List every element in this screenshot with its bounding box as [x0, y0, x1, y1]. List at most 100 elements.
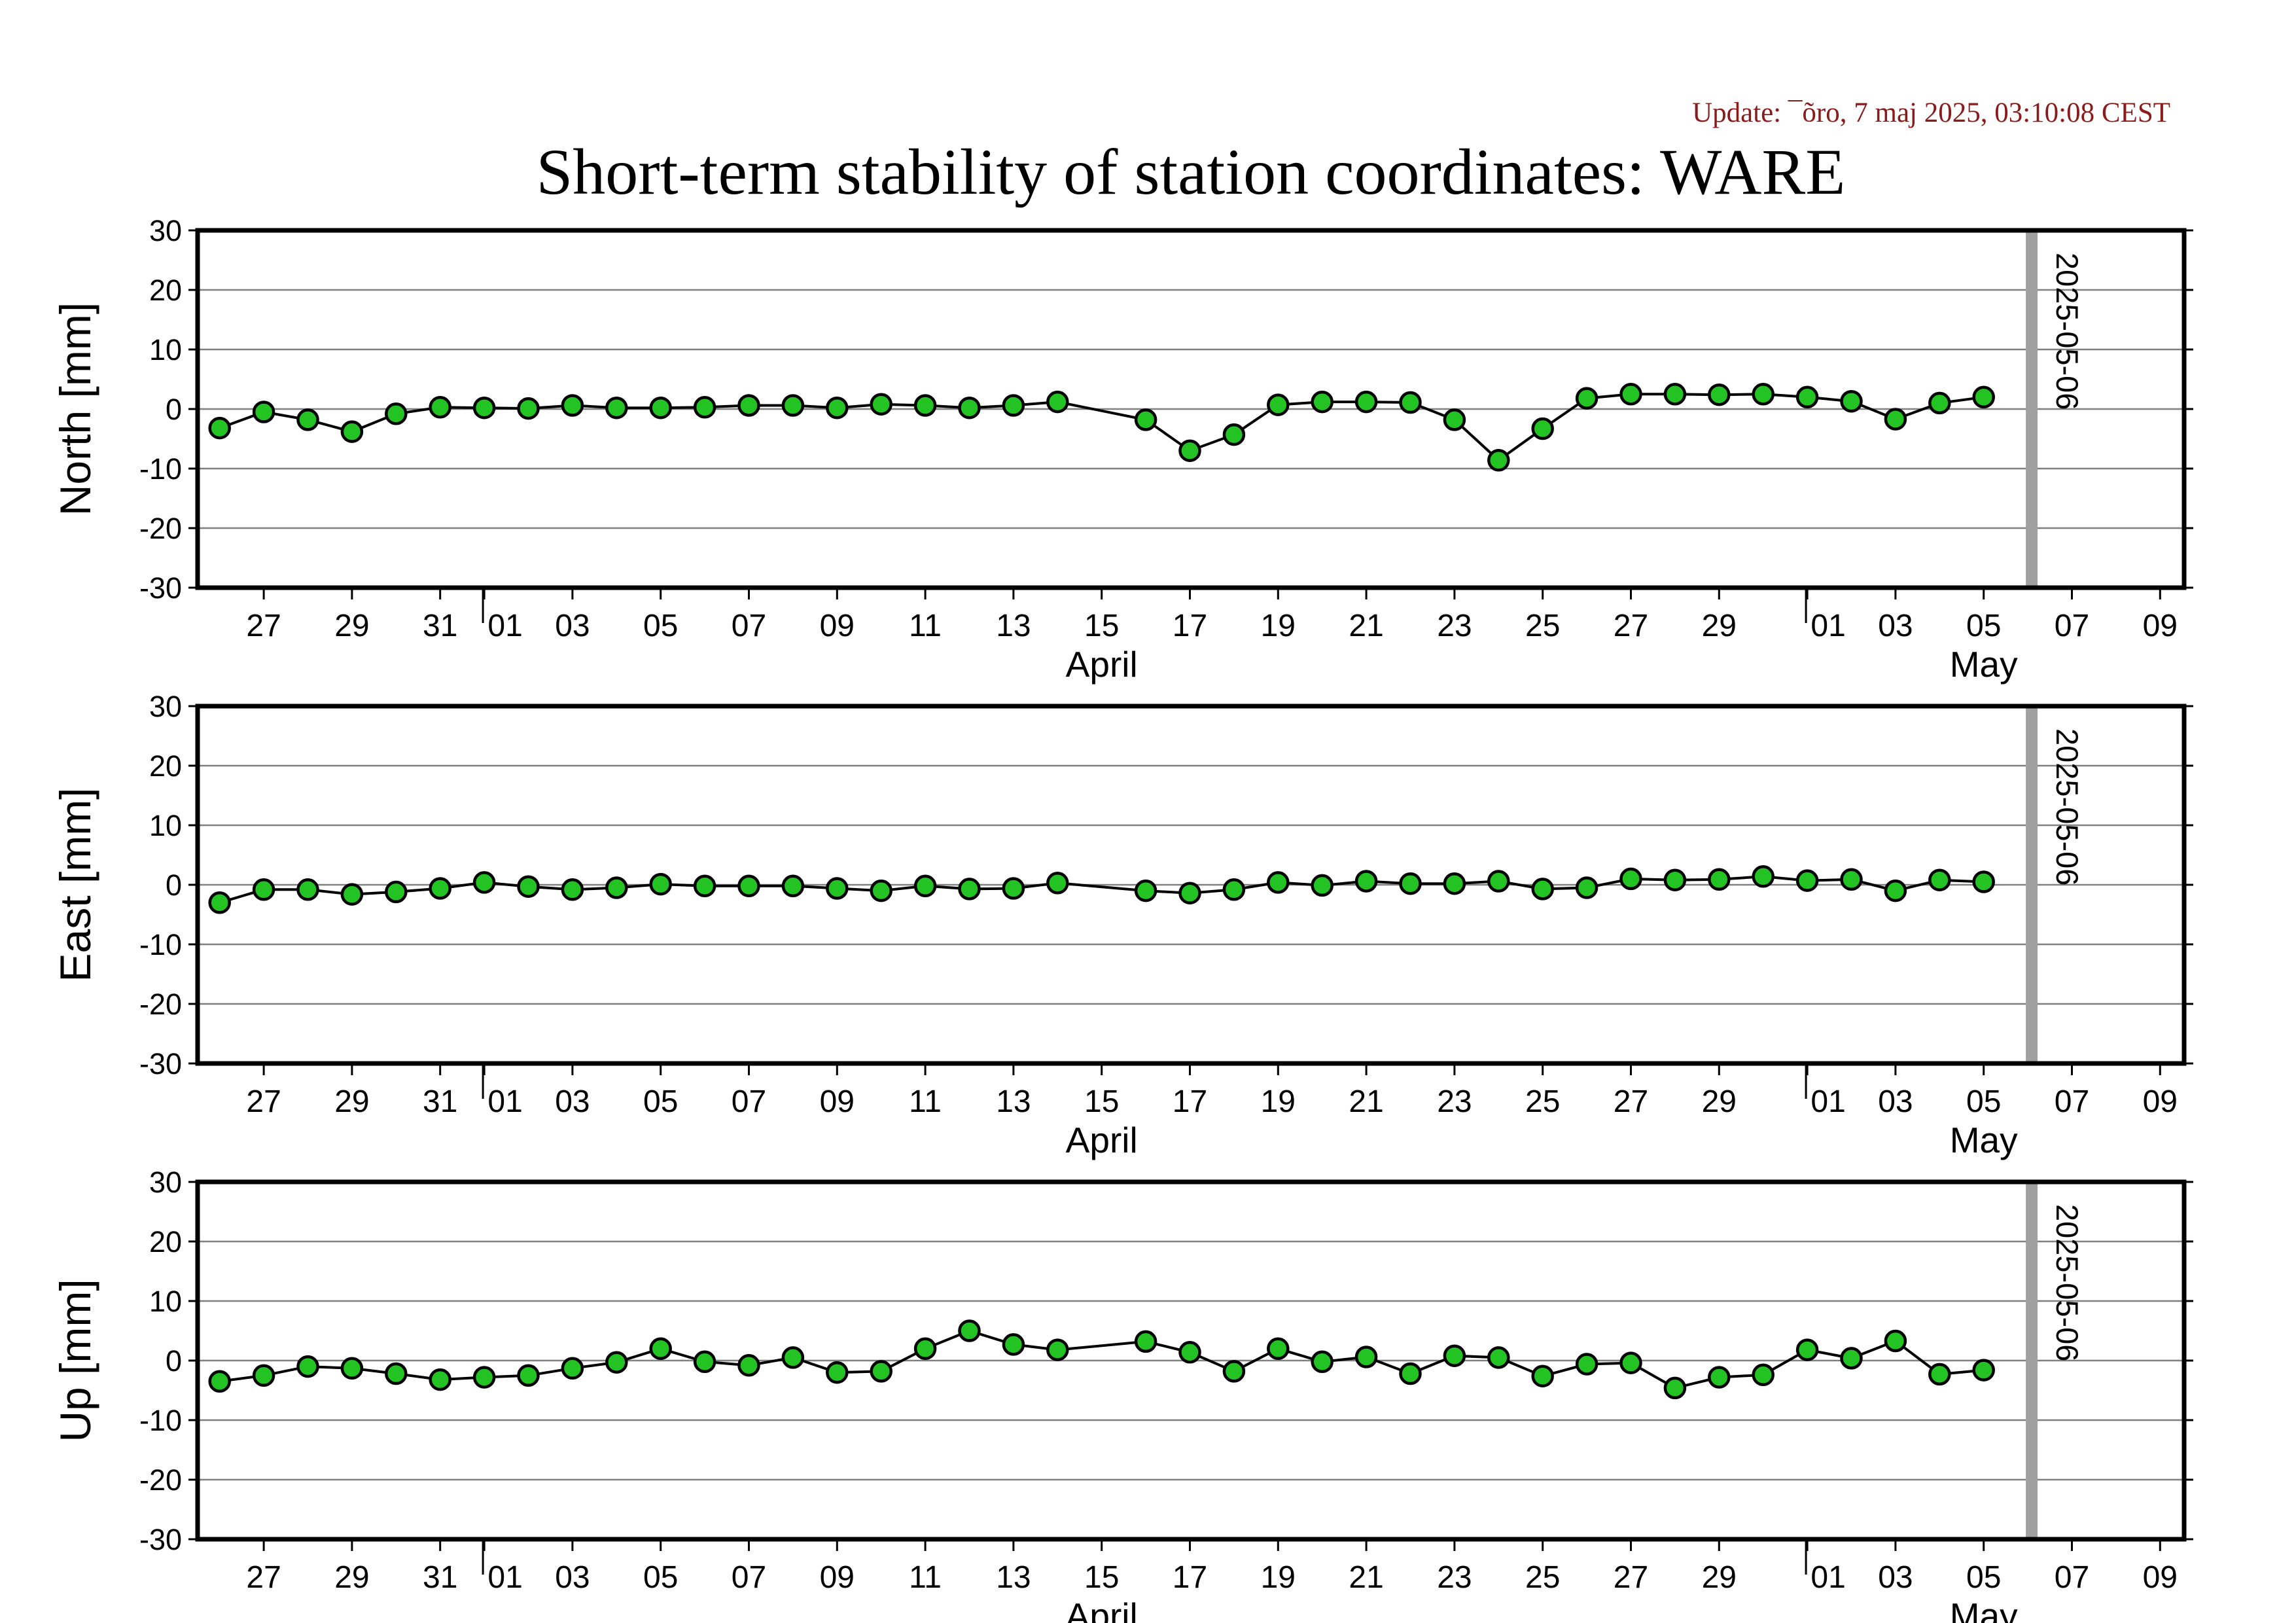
x-tick-label: 11 [909, 1084, 942, 1119]
y-tick-label: -30 [139, 1523, 182, 1556]
data-point [1178, 1341, 1201, 1364]
x-tick-label: 13 [996, 1084, 1031, 1119]
data-point [1840, 868, 1863, 891]
x-tick-label: 05 [1966, 1560, 2001, 1595]
x-tick-label: 27 [1614, 1560, 1648, 1595]
x-tick-label: 17 [1173, 1084, 1207, 1119]
panel-2: 30 20 10 0 -10 -20 -30 Up [mm] 27 29 31 01 03 05 07 09 1… [51, 1166, 2193, 1623]
x-tick-label: 05 [1966, 1084, 2001, 1119]
y-tick-label: -10 [139, 452, 182, 486]
x-tick-label: 19 [1261, 1560, 1296, 1595]
panel-1: 30 20 10 0 -10 -20 -30 East [mm] 27 29 31 01 03 05 07 0… [51, 690, 2193, 1160]
data-point [296, 1355, 319, 1378]
data-point [913, 874, 937, 898]
y-axis-label: North [mm] [51, 302, 99, 516]
data-point [1531, 417, 1554, 440]
data-point [472, 1366, 496, 1389]
data-point [1619, 867, 1642, 891]
data-point [1046, 1338, 1069, 1361]
data-point [1663, 1376, 1687, 1400]
data-point [1487, 1346, 1510, 1369]
data-point [1531, 1364, 1554, 1387]
x-tick-label: 09 [820, 1560, 855, 1595]
data-point [1399, 1362, 1422, 1385]
y-axis-label: Up [mm] [51, 1279, 99, 1442]
data-point [1222, 1360, 1246, 1383]
data-point [1795, 1338, 1819, 1361]
data-point [1267, 393, 1290, 416]
data-point [1311, 390, 1333, 414]
x-tick-label: 19 [1261, 1084, 1296, 1119]
x-tick-label: 01 [1810, 609, 1845, 643]
date-marker-label: 2025-05-06 [2050, 253, 2085, 410]
data-point [1663, 868, 1687, 891]
data-point [208, 416, 231, 440]
data-point [385, 402, 408, 425]
series-line [219, 1329, 1984, 1390]
data-point [1619, 1351, 1642, 1374]
data-point [1178, 439, 1201, 462]
panel-0: 30 20 10 0 -10 -20 -30 North [mm] 27 29 31 01 03 05 07… [51, 214, 2193, 685]
data-point [737, 394, 760, 417]
data-point [429, 396, 451, 419]
data-point [1972, 385, 1995, 409]
data-point [649, 872, 672, 896]
x-tick-label: 29 [334, 1084, 369, 1119]
x-tick-label: 09 [820, 609, 855, 643]
y-tick-label: -10 [139, 1404, 182, 1437]
data-point [1002, 394, 1025, 417]
data-point [1884, 408, 1907, 431]
x-tick-label: 09 [2143, 1084, 2178, 1119]
data-point [472, 871, 496, 894]
x-tick-label: 01 [1810, 1084, 1845, 1119]
x-tick-label: 21 [1349, 1560, 1383, 1595]
data-point [605, 396, 628, 419]
x-tick-label: 07 [2055, 1560, 2089, 1595]
data-point [1752, 383, 1775, 406]
data-point [208, 891, 231, 914]
data-point [693, 1350, 716, 1374]
data-point [1928, 391, 1951, 415]
x-tick-label: 05 [643, 609, 678, 643]
data-point [1619, 383, 1642, 406]
y-tick-label: -30 [139, 1047, 182, 1080]
x-tick-label: 29 [1702, 609, 1737, 643]
x-tick-label: 07 [732, 609, 766, 643]
y-tick-label: 20 [149, 274, 182, 307]
data-point [517, 397, 540, 420]
data-point [1311, 1350, 1333, 1374]
data-point [693, 874, 716, 898]
data-point [340, 883, 364, 906]
data-point [1531, 878, 1554, 901]
data-point [472, 396, 496, 419]
data-point [1840, 1347, 1863, 1370]
data-point [1002, 877, 1025, 900]
data-point [1795, 869, 1819, 892]
data-point [1663, 383, 1687, 406]
data-point [340, 420, 364, 443]
data-point [649, 396, 672, 419]
x-tick-label: 11 [909, 609, 942, 643]
x-tick-label: 13 [996, 609, 1031, 643]
x-tick-label: 15 [1084, 1084, 1119, 1119]
x-tick-label: 03 [555, 1084, 590, 1119]
figure-title: Short-term stability of station coordina… [536, 135, 1846, 208]
data-point [429, 1368, 451, 1391]
data-point [1399, 391, 1422, 414]
date-marker-label: 2025-05-06 [2050, 728, 2085, 885]
data-point [1972, 1359, 1995, 1382]
x-tick-label: 07 [732, 1084, 766, 1119]
data-point [737, 1354, 760, 1377]
y-tick-label: 30 [149, 690, 182, 723]
y-tick-label: 0 [166, 393, 182, 426]
data-point [429, 877, 451, 900]
data-point [1046, 872, 1069, 895]
month-label: April [1066, 1596, 1138, 1623]
data-point [1972, 870, 1995, 893]
data-point [781, 1346, 805, 1369]
x-tick-label: 03 [555, 1560, 590, 1595]
x-tick-label: 01 [487, 609, 522, 643]
x-tick-label: 03 [555, 609, 590, 643]
data-point [913, 1337, 937, 1361]
x-tick-label: 07 [2055, 1084, 2089, 1119]
